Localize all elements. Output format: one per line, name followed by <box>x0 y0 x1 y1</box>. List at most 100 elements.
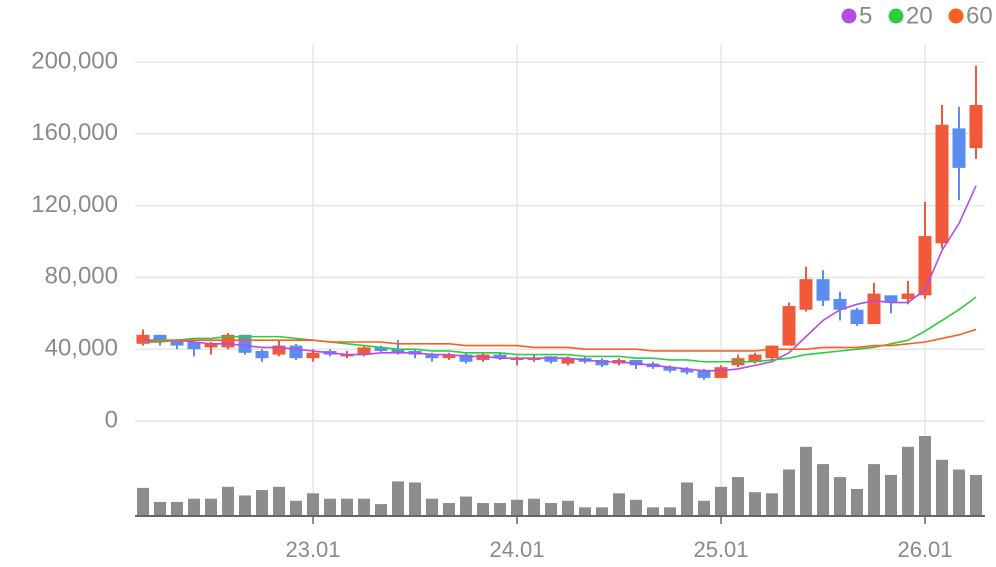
volume-bar <box>511 499 523 516</box>
volume-bar <box>154 501 166 516</box>
volume-bar <box>358 498 370 516</box>
x-tick-label: 23.01 <box>285 537 340 562</box>
volume-bar <box>732 477 744 516</box>
volume-bar <box>324 498 336 516</box>
candle-body <box>595 359 609 366</box>
volume-bar <box>647 507 659 516</box>
volume-bar <box>630 499 642 516</box>
volume-bar <box>579 507 591 516</box>
volume-bar <box>222 486 234 516</box>
ma-line <box>143 328 977 352</box>
candle-body <box>357 347 371 355</box>
volume-bar <box>307 493 319 516</box>
candle-body <box>510 358 524 360</box>
candle-body <box>544 356 558 362</box>
candle-body <box>476 354 490 360</box>
x-tick-label: 25.01 <box>693 537 748 562</box>
legend-swatch <box>841 8 857 24</box>
candle-body <box>629 359 643 366</box>
candle-body <box>714 367 728 378</box>
volume-bar <box>698 500 710 516</box>
volume-bar <box>375 504 387 516</box>
x-tick-label: 24.01 <box>489 537 544 562</box>
volume-bar <box>239 495 251 516</box>
volume-bar <box>171 501 183 516</box>
candle-body <box>816 279 830 301</box>
volume-bar <box>766 493 778 516</box>
legend-label: 5 <box>859 2 872 29</box>
candle-body <box>561 358 575 364</box>
candle-body <box>374 347 388 351</box>
candle-body <box>136 334 150 344</box>
volume-bar <box>902 446 914 516</box>
candle-body <box>697 370 711 378</box>
ma-line <box>143 185 977 372</box>
candle-body <box>680 368 694 373</box>
volume-bar <box>800 446 812 516</box>
volume-bar <box>970 474 982 516</box>
legend-swatch <box>948 8 964 24</box>
candle-body <box>459 354 473 362</box>
volume-bar <box>664 507 676 516</box>
candle-body <box>493 354 507 359</box>
ma-line <box>142 296 977 363</box>
volume-bar <box>460 496 472 516</box>
y-tick-label: 160,000 <box>31 119 118 146</box>
volume-bar <box>596 507 608 516</box>
volume-bar <box>528 498 540 516</box>
candle-body <box>765 345 779 359</box>
candle-body <box>901 293 915 299</box>
candle-body <box>306 352 320 359</box>
volume-bar <box>443 503 455 516</box>
y-tick-label: 200,000 <box>31 47 118 74</box>
candle-body <box>238 334 252 353</box>
candle-body <box>204 343 218 348</box>
y-tick-label: 120,000 <box>31 191 118 218</box>
candle-body <box>748 354 762 362</box>
legend-label: 60 <box>966 2 993 29</box>
volume-bar <box>936 459 948 516</box>
volume-bar <box>494 503 506 516</box>
candle-body <box>850 309 864 325</box>
candle-body <box>289 345 303 359</box>
volume-bar <box>426 498 438 516</box>
y-tick-label: 0 <box>105 406 118 433</box>
volume-bar <box>783 469 795 516</box>
x-tick-label: 26.01 <box>897 537 952 562</box>
candle-body <box>935 124 949 244</box>
candle-body <box>527 358 541 360</box>
candle-body <box>867 293 881 325</box>
legend-swatch <box>888 8 904 24</box>
volume-bar <box>188 498 200 516</box>
volume-bar <box>953 469 965 516</box>
volume-bar <box>681 482 693 516</box>
volume-bar <box>851 488 863 516</box>
candle-body <box>799 279 813 310</box>
volume-bar <box>341 498 353 516</box>
candle-body <box>170 340 184 346</box>
volume-bar <box>392 481 404 516</box>
volume-bar <box>290 500 302 516</box>
candle-body <box>391 349 405 353</box>
candle-body <box>153 334 167 343</box>
volume-bar <box>273 486 285 516</box>
volume-bar <box>205 498 217 516</box>
candle-body <box>952 128 966 168</box>
volume-bar <box>834 477 846 516</box>
volume-bar <box>817 464 829 516</box>
legend-label: 20 <box>906 2 933 29</box>
candle-body <box>272 345 286 355</box>
candle-body <box>833 298 847 310</box>
volume-bar <box>137 487 149 516</box>
candle-body <box>255 350 269 359</box>
y-tick-label: 40,000 <box>45 335 118 362</box>
candle-body <box>187 342 201 350</box>
candle-body <box>442 354 456 359</box>
volume-bar <box>545 503 557 516</box>
volume-bar <box>885 474 897 516</box>
volume-bar <box>613 493 625 516</box>
volume-bar <box>919 436 931 516</box>
volume-bar <box>409 482 421 516</box>
